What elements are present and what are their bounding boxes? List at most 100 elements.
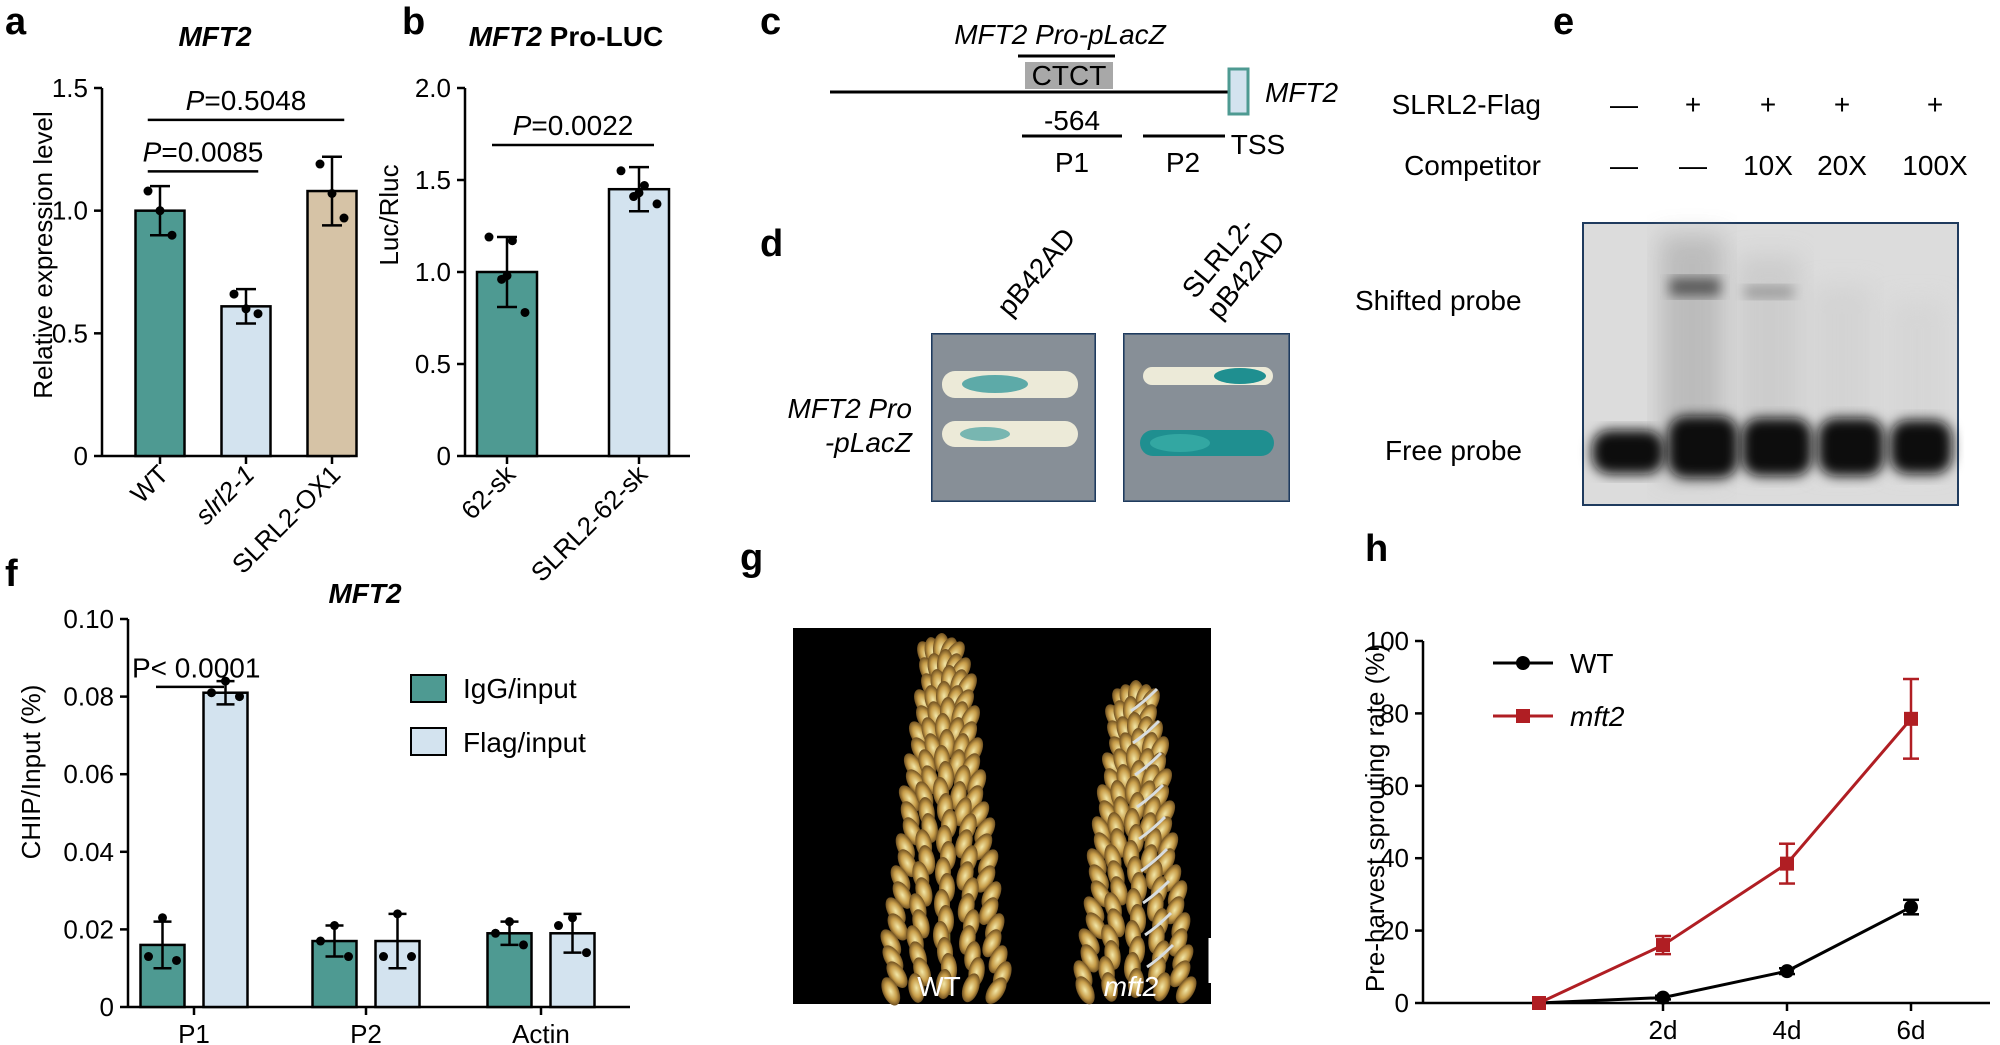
b-plot-y-tick-label: 1.5	[415, 165, 451, 195]
panel-g-label: g	[740, 537, 763, 579]
lane5-flag: +	[1927, 89, 1943, 120]
rice-grain	[1078, 928, 1100, 956]
plate-pb42ad-sheen	[932, 334, 1095, 501]
b-plot-data-point	[484, 232, 494, 242]
lane5-comp: 100X	[1902, 150, 1968, 181]
legend-label-mft2: mft2	[1570, 701, 1625, 732]
legend-marker-mft2	[1516, 709, 1530, 723]
slrl2-flag-label: SLRL2-Flag	[1392, 89, 1541, 120]
h-plot-y-tick-label: 60	[1380, 771, 1409, 801]
shifted-probe-label: Shifted probe	[1355, 285, 1522, 316]
h-plot-point-mft2	[1656, 938, 1670, 953]
sprout	[1130, 687, 1159, 713]
free-band-lane2	[1668, 416, 1738, 478]
f-plot-data-point	[568, 913, 577, 923]
a-plot-x-tick-label: slrl2-1	[189, 459, 260, 530]
sprout	[1144, 911, 1173, 937]
a-plot-data-point	[155, 206, 165, 216]
a-plot-p-value: P=0.0085	[143, 136, 264, 167]
panel-b-label: b	[402, 1, 425, 43]
legend-label-igg: IgG/input	[463, 673, 577, 704]
a-plot-data-point	[327, 188, 337, 198]
a-plot-data-point	[315, 159, 325, 169]
f-plot-data-point	[221, 676, 230, 686]
panicle-grains	[880, 633, 1197, 1006]
b-plot-y-tick-label: 1.0	[415, 257, 451, 287]
panel-d-label: d	[760, 223, 783, 265]
a-plot-y-tick-label: 1.0	[52, 196, 88, 226]
h-plot-y-tick-label: 0	[1395, 988, 1409, 1018]
sprout	[1132, 719, 1161, 745]
rice-grain	[985, 977, 1007, 1005]
sprout	[1134, 751, 1163, 777]
legend-swatch-igg	[410, 674, 447, 703]
f-plot-x-tick-label: Actin	[512, 1019, 570, 1045]
gene-box	[1227, 67, 1250, 116]
free-band-lane5	[1890, 420, 1952, 474]
b-plot-x-tick-label: SLRL2-62-sk	[525, 458, 654, 587]
free-band-lane4	[1818, 418, 1884, 476]
position-label: -564	[1044, 105, 1100, 136]
panel-b-title-rest: Pro-LUC	[542, 21, 663, 52]
sprout	[1142, 879, 1171, 905]
h-plot-point-wt	[1904, 900, 1918, 915]
free-probe-label: Free probe	[1385, 435, 1522, 466]
a-plot-data-point	[339, 213, 349, 223]
b-plot-p-value: P=0.0022	[513, 110, 634, 141]
rice-grain	[1075, 976, 1095, 1005]
panel-f-title: MFT2	[328, 578, 402, 609]
a-plot-data-point	[143, 186, 153, 196]
panel-b-title: MFT2 Pro-LUC	[469, 21, 663, 52]
plate-pb42ad	[931, 333, 1096, 502]
rice-grain	[1169, 960, 1191, 988]
panel-f-plot: 0 0.02 0.04 0.06 0.08 0.10 P1 P2 Actin P< 0.0001	[63, 604, 630, 1045]
f-plot-y-tick-label: 0.06	[63, 759, 114, 789]
rice-grain	[1175, 976, 1197, 1004]
h-plot-x-tick-label: 4d	[1773, 1015, 1802, 1045]
panel-a-title: MFT2	[178, 21, 252, 52]
lane4-comp: 20X	[1817, 150, 1867, 181]
gel-lanes	[1592, 235, 1952, 480]
f-plot-y-tick-label: 0.04	[63, 837, 114, 867]
f-plot-data-point	[235, 692, 244, 702]
f-plot-data-point	[158, 913, 167, 923]
lane2-flag: +	[1685, 89, 1701, 120]
b-plot-p-symbol: P	[513, 110, 532, 141]
h-plot-x-tick-label: 6d	[1897, 1015, 1926, 1045]
b-plot-x-tick-label: 62-sk	[455, 458, 522, 525]
tss-label: TSS	[1231, 129, 1285, 160]
a-plot-x-tick-label: WT	[124, 459, 174, 509]
b-plot-data-point	[520, 307, 530, 317]
a-plot-data-point	[229, 289, 239, 299]
rice-grain	[1153, 972, 1171, 1002]
f-plot-x-tick-label: P2	[350, 1019, 382, 1045]
panel-c: c MFT2 Pro-pLacZ CTCT MFT2 -564 P1 P2 TS…	[760, 1, 1339, 178]
panel-a: a MFT2 Relative expression level 0 0.5 1.0…	[5, 1, 358, 579]
a-plot-y-tick-label: 0	[74, 441, 88, 471]
panel-a-plot: 00.51.01.5WT slrl2-1SLRL2-OX1P=0.0085P=0.…	[52, 73, 358, 579]
h-plot-point-wt	[1656, 990, 1670, 1005]
f-plot-y-tick-label: 0	[100, 992, 114, 1022]
plate-slrl2	[1123, 333, 1290, 502]
b-plot-data-point	[616, 166, 626, 176]
f-plot-data-point	[582, 948, 591, 958]
h-plot-y-tick-label: 20	[1380, 916, 1409, 946]
b-plot-y-tick-label: 2.0	[415, 73, 451, 103]
rice-grain	[886, 961, 908, 989]
rice-grain	[898, 785, 920, 813]
lane3-comp: 10X	[1743, 150, 1793, 181]
blue-stain-slrl2-1	[1214, 368, 1266, 384]
a-plot-bar	[134, 209, 186, 458]
f-plot-data-point	[144, 952, 153, 962]
free-band-lane1	[1592, 430, 1664, 474]
panel-b-title-gene: MFT2	[469, 21, 543, 52]
b-plot-data-point	[629, 192, 639, 202]
p2-label: P2	[1166, 147, 1200, 178]
rice-grain	[935, 969, 953, 999]
rice-grain	[1083, 896, 1105, 924]
panel-h-legend: WT mft2	[1493, 648, 1625, 732]
f-plot-data-point	[505, 917, 514, 927]
f-plot-data-point	[379, 952, 388, 962]
panel-g: g WT mft2	[740, 537, 1212, 1006]
b-plot-data-point	[497, 274, 507, 284]
